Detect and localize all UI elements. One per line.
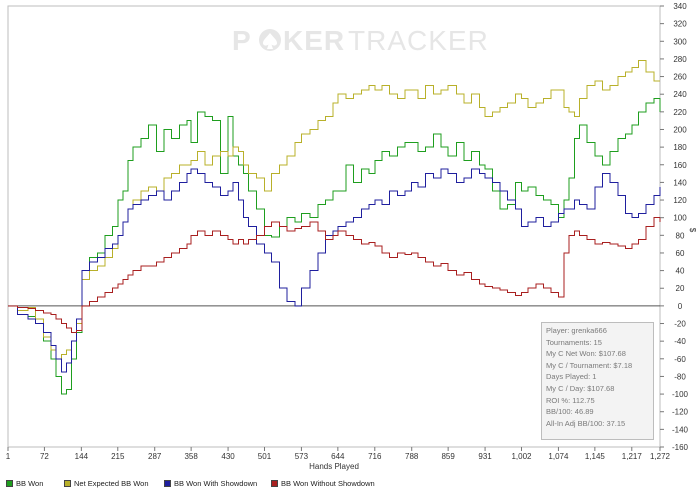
y-tick-label: 160 bbox=[673, 161, 687, 170]
x-tick-label: 1,074 bbox=[548, 452, 569, 461]
legend-swatch-bb-won bbox=[6, 480, 13, 487]
stat-days-played: Days Played: 1 bbox=[546, 372, 597, 382]
stats-box: Player: grenka666 Tournaments: 15 My C N… bbox=[541, 322, 654, 440]
y-tick-label: 260 bbox=[673, 73, 687, 82]
y-tick-label: 40 bbox=[676, 267, 685, 276]
legend-item-bb-won-without-showdown[interactable]: BB Won Without Showdown bbox=[271, 479, 375, 488]
x-tick-label: 501 bbox=[258, 452, 272, 461]
stat-per-tournament: My C / Tournament: $7.18 bbox=[546, 360, 633, 370]
spade-icon bbox=[263, 33, 277, 49]
legend-label-bb-won: BB Won bbox=[16, 479, 44, 488]
y-tick-label: 60 bbox=[676, 249, 685, 258]
y-tick-label: -160 bbox=[672, 443, 689, 452]
series-line-net-expected-bb-won bbox=[8, 60, 660, 360]
x-tick-label: 144 bbox=[75, 452, 89, 461]
plot-area bbox=[7, 5, 661, 448]
watermark-text-p: P bbox=[232, 25, 252, 56]
legend-label-bb-won-with-showdown: BB Won With Showdown bbox=[174, 479, 258, 488]
y-tick-label: -40 bbox=[674, 337, 686, 346]
y-tick-label: 340 bbox=[673, 2, 687, 11]
x-tick-label: 859 bbox=[441, 452, 455, 461]
stat-allin-adj-bb100: All-In Adj BB/100: 37.15 bbox=[546, 418, 626, 428]
x-tick-label: 72 bbox=[40, 452, 49, 461]
x-tick-label: 1,217 bbox=[622, 452, 643, 461]
stat-roi: ROI %: 112.75 bbox=[546, 395, 595, 405]
y-tick-label: 100 bbox=[673, 214, 687, 223]
legend-label-net-expected-bb-won: Net Expected BB Won bbox=[74, 479, 149, 488]
y-tick-label: 220 bbox=[673, 108, 687, 117]
legend-swatch-bb-won-without-showdown bbox=[271, 480, 278, 487]
y-tick-label: 280 bbox=[673, 55, 687, 64]
stat-bb100: BB/100: 46.89 bbox=[546, 407, 594, 417]
y-tick-label: -100 bbox=[672, 390, 689, 399]
x-tick-label: 287 bbox=[148, 452, 162, 461]
x-tick-label: 215 bbox=[111, 452, 125, 461]
x-axis: 1 72 144 215 287 358 430 501 573 644 716 788 859 931 1… bbox=[6, 447, 671, 461]
x-tick-label: 1,145 bbox=[585, 452, 606, 461]
x-tick-label: 1 bbox=[6, 452, 11, 461]
y-tick-label: 320 bbox=[673, 20, 687, 29]
y-tick-label: 80 bbox=[676, 231, 685, 240]
series-line-bb-won-with-showdown bbox=[8, 168, 661, 373]
x-axis-title: Hands Played bbox=[309, 462, 359, 471]
series-line-bb-won-without-showdown bbox=[8, 217, 661, 333]
y-tick-label: -60 bbox=[674, 355, 686, 364]
y-tick-label: -120 bbox=[672, 408, 689, 417]
stat-per-day: My C / Day: $107.68 bbox=[546, 383, 615, 393]
stat-player: Player: grenka666 bbox=[546, 326, 607, 335]
watermark-text-ker: KER bbox=[283, 25, 345, 56]
y-tick-label: 300 bbox=[673, 37, 687, 46]
y-tick-label: 20 bbox=[676, 284, 685, 293]
watermark-text-tracker: TRACKER bbox=[348, 25, 489, 56]
x-tick-label: 644 bbox=[331, 452, 345, 461]
legend-label-bb-won-without-showdown: BB Won Without Showdown bbox=[281, 479, 375, 488]
y-tick-label: -20 bbox=[674, 320, 686, 329]
x-tick-label: 716 bbox=[368, 452, 382, 461]
legend-item-bb-won-with-showdown[interactable]: BB Won With Showdown bbox=[164, 479, 257, 488]
y-tick-label: 200 bbox=[673, 125, 687, 134]
x-tick-label: 1,272 bbox=[650, 452, 671, 461]
stat-tournaments: Tournaments: 15 bbox=[546, 337, 602, 347]
x-tick-label: 573 bbox=[295, 452, 309, 461]
y-tick-label: -140 bbox=[672, 425, 689, 434]
y-tick-label: 0 bbox=[678, 302, 683, 311]
legend-item-bb-won[interactable]: BB Won bbox=[6, 479, 43, 488]
x-tick-label: 931 bbox=[478, 452, 492, 461]
x-tick-label: 1,002 bbox=[511, 452, 532, 461]
legend: BB Won Net Expected BB Won BB Won With S… bbox=[4, 479, 694, 493]
y-tick-label: 180 bbox=[673, 143, 687, 152]
legend-swatch-bb-won-with-showdown bbox=[164, 480, 171, 487]
x-tick-label: 788 bbox=[405, 452, 419, 461]
y-tick-label: 240 bbox=[673, 90, 687, 99]
x-tick-label: 358 bbox=[184, 452, 198, 461]
y-tick-label: 140 bbox=[673, 178, 687, 187]
series-line-bb-won bbox=[8, 98, 661, 395]
y-axis: -160 -140 -120 -100 -80 -60 -40 -20 0 20 40 60 80 100… bbox=[660, 2, 689, 452]
stat-net-won: My C Net Won: $107.68 bbox=[546, 349, 626, 359]
x-tick-label: 430 bbox=[221, 452, 235, 461]
series-group bbox=[8, 60, 661, 395]
y-tick-label: 120 bbox=[673, 196, 687, 205]
watermark: P KER TRACKER bbox=[232, 25, 489, 56]
y-axis-title: $ bbox=[688, 228, 697, 233]
legend-item-net-expected-bb-won[interactable]: Net Expected BB Won bbox=[64, 479, 148, 488]
y-tick-label: -80 bbox=[674, 372, 686, 381]
legend-swatch-net-expected-bb-won bbox=[64, 480, 71, 487]
